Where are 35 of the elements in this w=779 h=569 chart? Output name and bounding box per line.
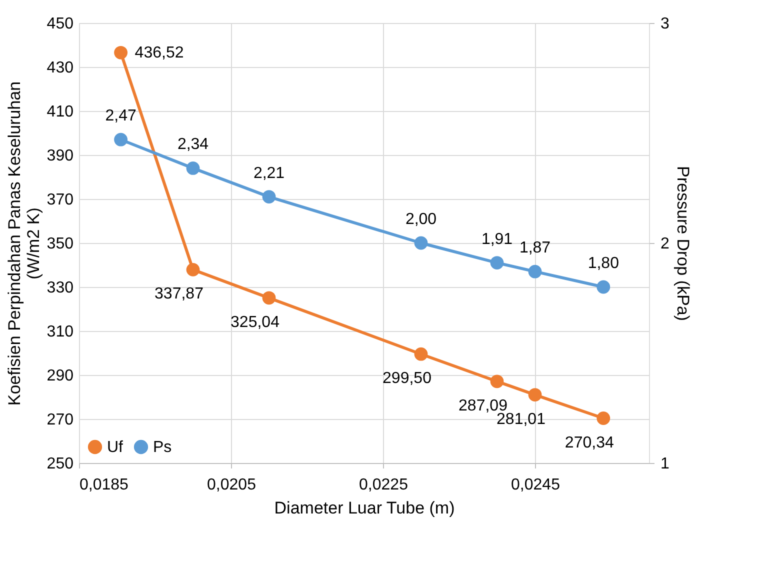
x-axis-title: Diameter Luar Tube (m) [274,498,455,518]
data-label: 325,04 [230,314,280,331]
y-tick-label: 330 [46,280,74,296]
y-tick-label: 370 [46,192,74,208]
data-label: 1,91 [481,230,513,248]
y-tick-label: 390 [46,148,74,164]
x-tick-label: 0,0225 [359,476,408,494]
legend-label: Uf [107,439,124,456]
data-label: 2,47 [105,108,136,125]
y-tick-label: 290 [46,368,74,384]
data-label: 1,80 [588,255,620,272]
data-label: 299,50 [382,370,432,388]
data-label: 436,52 [134,44,184,62]
y-axis-title: Koefisien Perpindahan Panas Keseluruhan (W/m2 K) [4,81,43,406]
data-label: 2,34 [177,136,209,154]
y2-tick-label: 1 [660,456,670,472]
data-label: 2,00 [405,211,437,228]
data-label: 337,87 [154,286,204,303]
x-tick-label: 0,0205 [207,476,256,494]
x-tick-label: 0,0185 [80,476,129,494]
y-tick-label: 450 [46,16,74,32]
y2-tick-label: 3 [660,16,670,32]
x-tick-label: 0,0245 [511,476,560,494]
y-tick-label: 350 [46,236,74,252]
y2-axis-title: Pressure Drop (kPa) [673,166,692,321]
data-label: 1,87 [519,240,551,257]
y-tick-label: 410 [46,104,74,120]
y-tick-label: 310 [46,324,74,340]
y-tick-label: 250 [46,456,74,472]
y2-tick-label: 2 [660,236,670,252]
y-tick-label: 430 [46,60,74,76]
y-tick-label: 270 [46,412,74,428]
data-label: 2,21 [253,164,285,182]
data-label: 270,34 [564,434,614,452]
legend-label: Ps [153,439,172,456]
